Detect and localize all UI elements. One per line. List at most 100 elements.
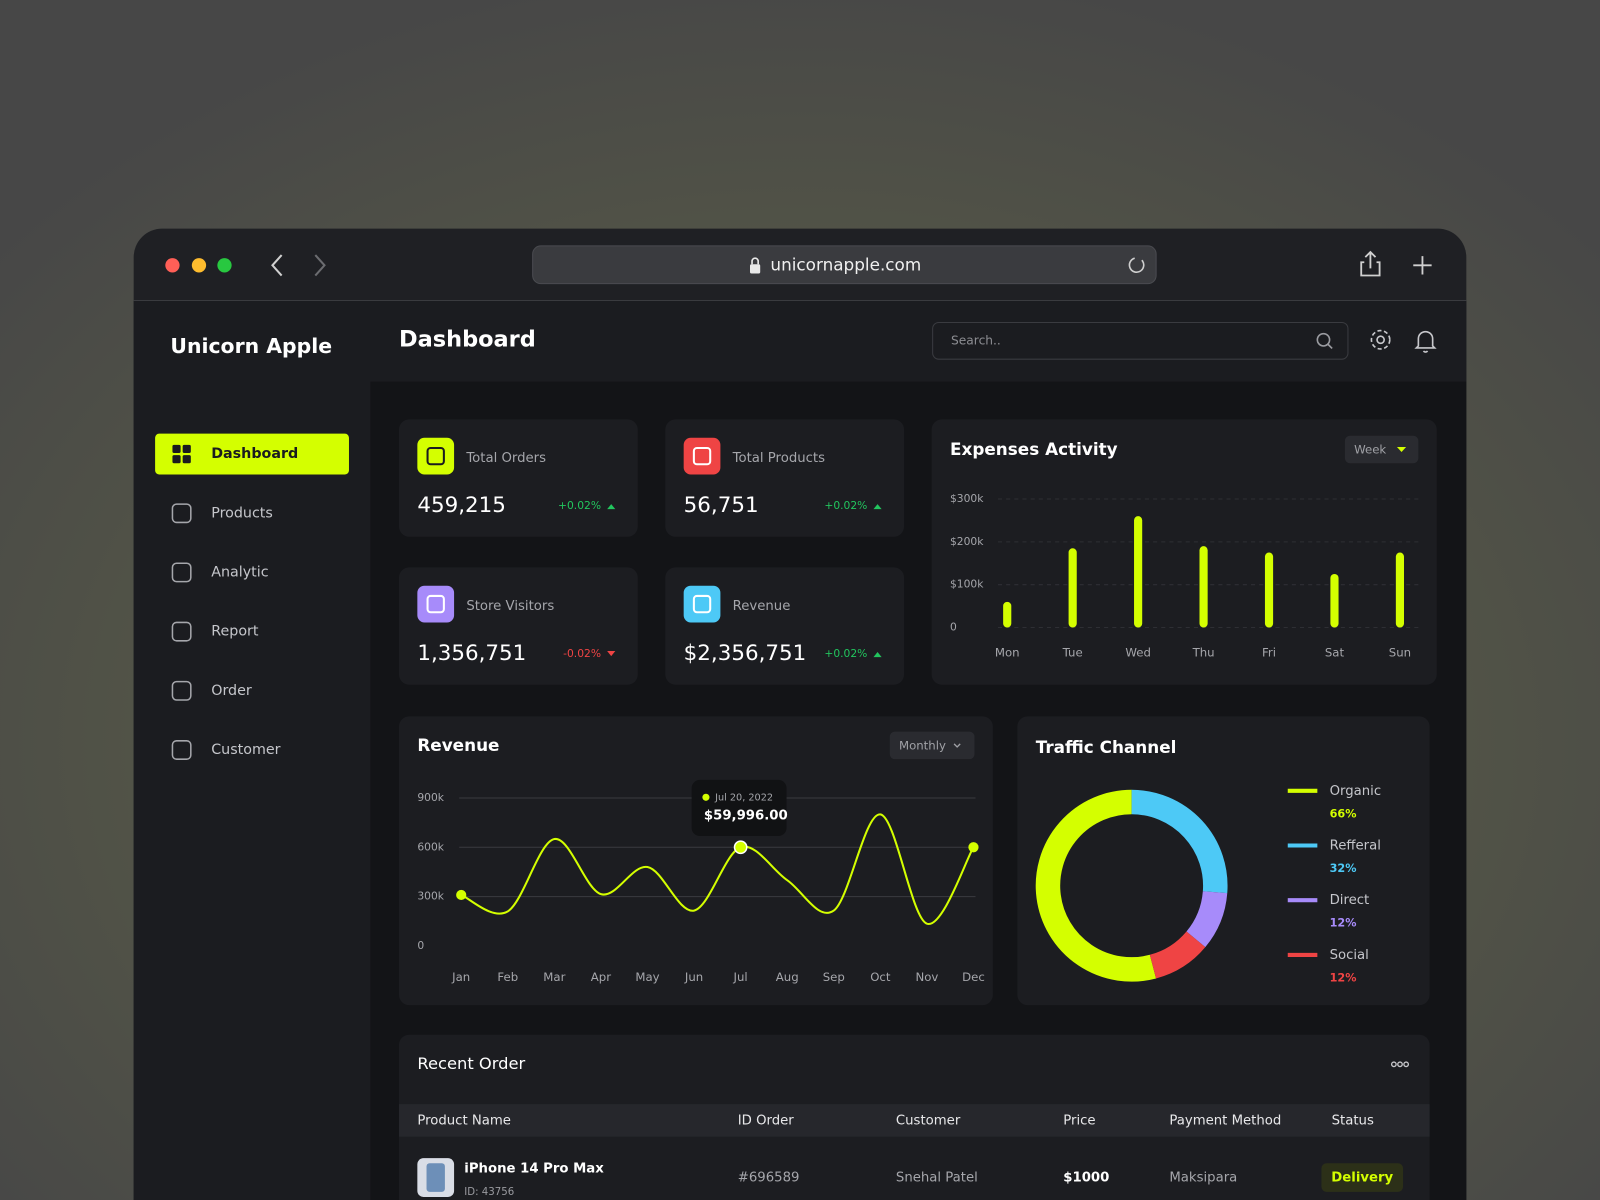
- donut-segment: [1131, 789, 1228, 894]
- column-header: Price: [1063, 1113, 1095, 1128]
- menu-item[interactable]: Analytic: [171, 562, 269, 583]
- column-header: Status: [1332, 1113, 1374, 1128]
- payment-method: Maksipara: [1169, 1171, 1237, 1186]
- share-button[interactable]: [1360, 250, 1381, 277]
- stat-change: -0.02%: [563, 647, 601, 660]
- table-row[interactable]: iPhone 14 Pro Max ID: 43756 #696589 Snehal …: [417, 1158, 1404, 1198]
- x-tick-label: Aug: [776, 970, 799, 984]
- y-tick-label: $300k: [950, 492, 984, 505]
- minimize-button[interactable]: [191, 258, 207, 273]
- stat-label: Store Visitors: [466, 599, 554, 614]
- period-dropdown[interactable]: [1344, 435, 1419, 464]
- trend-arrow: [873, 504, 882, 510]
- end-point: [456, 889, 467, 901]
- menu-label: Products: [211, 505, 273, 521]
- dropdown-arrow: [953, 743, 961, 748]
- zoom-button[interactable]: [217, 258, 232, 273]
- trend-arrow: [607, 651, 616, 657]
- card: [665, 567, 905, 685]
- expenses-card: [931, 419, 1437, 685]
- stat-icon: [683, 437, 721, 475]
- revenue-chart: 0 300k 600k 900k Jan Feb Mar Apr May Jun Jul Aug Sep…: [417, 779, 985, 984]
- column-header: Product Name: [417, 1113, 511, 1128]
- menu-icon: [182, 455, 191, 464]
- menu-icon: [171, 503, 192, 524]
- period-label: Monthly: [899, 738, 946, 752]
- x-tick-label: Mar: [543, 970, 565, 984]
- trend-arrow: [607, 504, 616, 510]
- menu-icon: [172, 455, 181, 464]
- y-tick-label: 900k: [417, 791, 444, 804]
- donut-segment: [1035, 789, 1157, 982]
- donut-segment: [1149, 931, 1206, 979]
- bar: [1003, 601, 1012, 628]
- legend-value: 32%: [1330, 862, 1357, 875]
- new-tab-button[interactable]: [1413, 256, 1432, 275]
- expenses-chart: 0 $100k $200k $300k Mon Tue Wed Thu Fri Sat Sun: [950, 492, 1419, 660]
- bar: [1068, 548, 1077, 628]
- x-tick-label: Jun: [684, 970, 703, 984]
- menu-icon: [182, 444, 191, 454]
- menu-item[interactable]: Products: [171, 503, 273, 524]
- price: $1000: [1063, 1171, 1109, 1186]
- y-tick-label: 600k: [417, 840, 444, 853]
- close-button[interactable]: [165, 258, 180, 273]
- dropdown-arrow: [1396, 446, 1407, 453]
- y-tick-label: 0: [417, 939, 424, 952]
- stat-change: +0.02%: [824, 647, 867, 660]
- traffic-chart: Organic 66% Refferal 32% Direct 12% Social 12%: [1035, 784, 1381, 984]
- y-tick-label: $200k: [950, 535, 984, 548]
- forward-button[interactable]: [314, 254, 326, 277]
- address-bar[interactable]: [532, 245, 1157, 285]
- product-name: iPhone 14 Pro Max: [464, 1161, 604, 1176]
- stat-value: $2,356,751: [684, 641, 807, 666]
- table-header: [398, 1104, 1430, 1137]
- menu: Dashboard Products Analytic Report Order Cust…: [155, 433, 349, 760]
- stat-value: 1,356,751: [417, 641, 526, 666]
- customer: Snehal Patel: [896, 1171, 978, 1186]
- bar: [1134, 516, 1143, 628]
- menu-item[interactable]: Report: [171, 621, 259, 642]
- revenue-line: [460, 813, 975, 925]
- menu-item[interactable]: Order: [171, 680, 252, 701]
- search-box[interactable]: [932, 321, 1349, 360]
- tooltip-box: [691, 779, 787, 837]
- menu-item[interactable]: Customer: [171, 740, 281, 760]
- menu-item[interactable]: Dashboard: [155, 433, 349, 475]
- x-tick-label: Fri: [1262, 646, 1276, 660]
- settings-button[interactable]: [1370, 329, 1391, 350]
- menu-icon: [171, 740, 192, 760]
- tooltip-value: $59,996.00: [704, 809, 788, 824]
- menu-highlight: [155, 433, 349, 475]
- more-button[interactable]: [1390, 1061, 1410, 1068]
- menu-label: Analytic: [211, 564, 268, 580]
- period-dropdown[interactable]: [889, 731, 975, 760]
- card: [665, 419, 905, 537]
- bar: [1199, 546, 1208, 628]
- y-tick-label: 0: [950, 621, 957, 634]
- bar: [1264, 552, 1274, 628]
- bar: [1330, 573, 1339, 628]
- x-tick-label: Thu: [1192, 646, 1215, 660]
- tooltip: Jul 20, 2022 $59,996.00: [691, 779, 788, 837]
- reload-button[interactable]: [1128, 257, 1145, 273]
- search-icon[interactable]: [1316, 332, 1333, 350]
- notification-button[interactable]: [1414, 330, 1437, 353]
- revenue-card: [398, 716, 993, 1006]
- order-id: #696589: [738, 1171, 800, 1186]
- x-tick-label: Oct: [870, 970, 891, 984]
- traffic-title: Traffic Channel: [1036, 737, 1177, 757]
- menu-icon: [171, 621, 192, 642]
- search-placeholder: Search..: [951, 333, 1001, 347]
- y-tick-label: $100k: [950, 578, 984, 591]
- x-tick-label: Mon: [995, 646, 1020, 660]
- page-title: Dashboard: [399, 326, 536, 352]
- x-tick-label: Feb: [497, 970, 518, 984]
- stat-change: +0.02%: [558, 499, 601, 512]
- back-button[interactable]: [271, 254, 283, 277]
- x-tick-label: Apr: [591, 970, 611, 984]
- menu-label: Report: [211, 624, 259, 640]
- url: unicornapple.com: [770, 254, 921, 274]
- product-id: ID: 43756: [464, 1187, 514, 1198]
